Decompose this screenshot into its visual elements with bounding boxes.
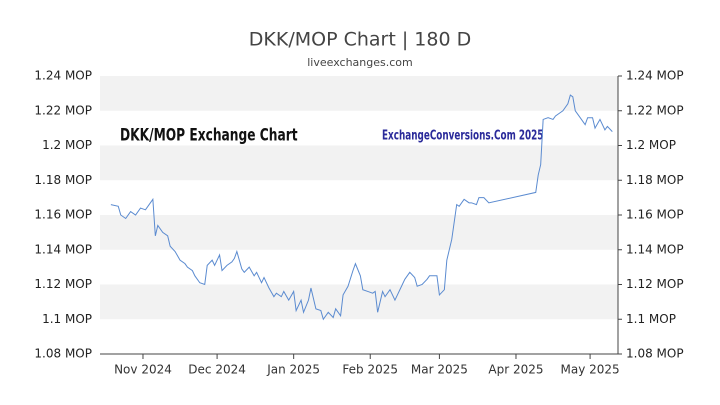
x-tick-label: Jan 2025 (266, 363, 320, 377)
y-tick-label: 1.12 MOP (34, 277, 92, 291)
x-tick-label: Apr 2025 (488, 363, 543, 377)
x-tick-label: Dec 2024 (188, 363, 246, 377)
y-tick-label: 1.2 MOP (42, 138, 92, 152)
grid-band (100, 215, 618, 250)
chart-subtitle: liveexchanges.com (307, 56, 412, 69)
y-tick-label: 1.08 MOP (34, 347, 92, 361)
y-tick-label: 1.16 MOP (34, 208, 92, 222)
y2-tick-label: 1.24 MOP (626, 69, 684, 83)
y2-tick-label: 1.18 MOP (626, 173, 684, 187)
x-tick-label: Feb 2025 (342, 363, 398, 377)
annotation: ExchangeConversions.Com 2025 (382, 128, 543, 143)
y2-tick-label: 1.14 MOP (626, 242, 684, 256)
y-tick-label: 1.14 MOP (34, 242, 92, 256)
grid-band (100, 76, 618, 111)
y2-tick-label: 1.1 MOP (626, 312, 676, 326)
y2-tick-label: 1.08 MOP (626, 347, 684, 361)
grid-band (100, 145, 618, 181)
x-tick-label: May 2025 (561, 363, 620, 377)
x-tick-label: Mar 2025 (411, 363, 468, 377)
y2-tick-label: 1.12 MOP (626, 277, 684, 291)
annotation: DKK/MOP Exchange Chart (120, 126, 298, 146)
y-tick-label: 1.18 MOP (34, 173, 92, 187)
y2-tick-label: 1.22 MOP (626, 103, 684, 117)
y-tick-label: 1.22 MOP (34, 103, 92, 117)
grid-band (100, 284, 618, 320)
line-series (110, 94, 613, 321)
y2-tick-label: 1.2 MOP (626, 138, 676, 152)
x-tick-label: Nov 2024 (114, 363, 172, 377)
y2-tick-label: 1.16 MOP (626, 208, 684, 222)
y-tick-label: 1.1 MOP (42, 312, 92, 326)
chart-title: DKK/MOP Chart | 180 D (249, 29, 471, 51)
y-tick-label: 1.24 MOP (34, 69, 92, 83)
